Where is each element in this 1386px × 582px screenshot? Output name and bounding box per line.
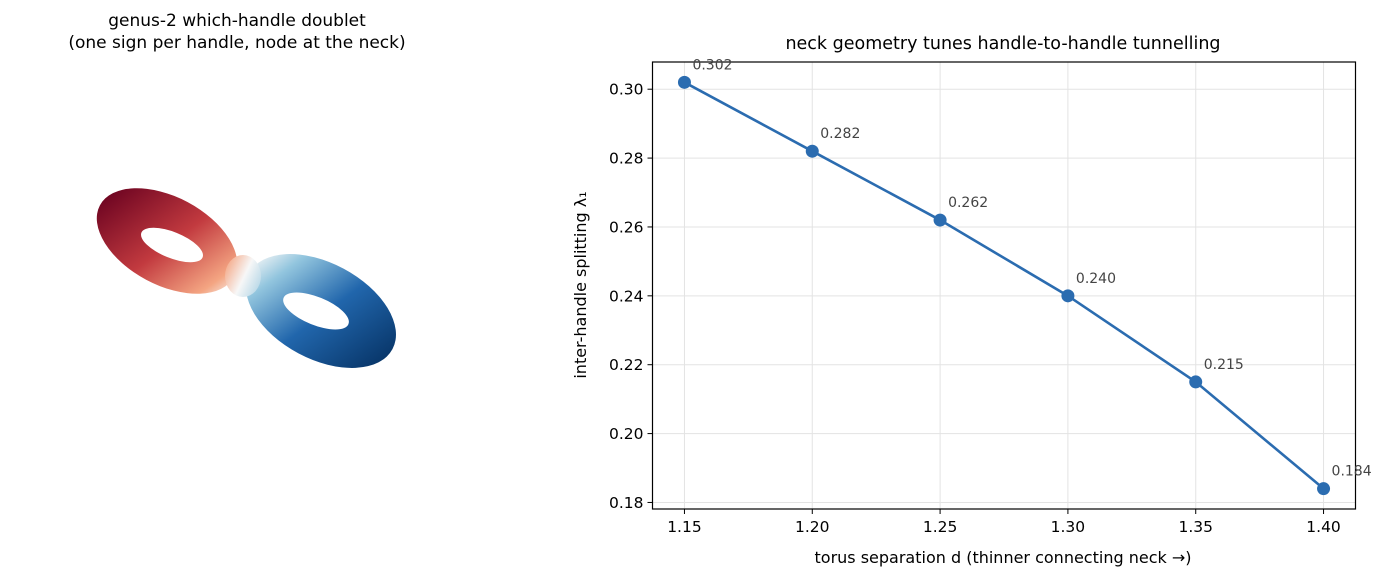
connecting-neck bbox=[225, 255, 261, 297]
chart-title: neck geometry tunes handle-to-handle tun… bbox=[785, 34, 1220, 54]
data-label: 0.184 bbox=[1332, 464, 1372, 480]
data-label: 0.262 bbox=[948, 195, 988, 211]
data-labels: 0.302 0.282 0.262 0.240 0.215 0.184 bbox=[692, 57, 1371, 479]
data-label: 0.282 bbox=[820, 126, 860, 142]
data-label: 0.240 bbox=[1076, 271, 1116, 287]
x-tick-label: 1.25 bbox=[923, 518, 958, 536]
y-tick-label: 0.24 bbox=[609, 287, 644, 305]
torus-panel: genus-2 which-handle doublet (one sign p… bbox=[0, 0, 560, 582]
y-tick-label: 0.30 bbox=[609, 81, 644, 99]
right-handle-torus bbox=[246, 254, 396, 368]
data-point bbox=[933, 213, 947, 227]
data-point bbox=[1189, 375, 1203, 389]
data-point bbox=[677, 75, 691, 89]
y-tick-label: 0.20 bbox=[609, 425, 644, 443]
data-label: 0.215 bbox=[1204, 357, 1244, 373]
data-point bbox=[805, 144, 819, 158]
genus-2-surface bbox=[96, 188, 396, 368]
y-axis: 0.18 0.20 0.22 0.24 0.26 0.28 0.30 bbox=[609, 81, 653, 512]
y-tick-label: 0.18 bbox=[609, 494, 644, 512]
x-axis: 1.15 1.20 1.25 1.30 1.35 1.40 bbox=[667, 509, 1341, 536]
x-tick-label: 1.15 bbox=[667, 518, 702, 536]
x-tick-label: 1.20 bbox=[795, 518, 830, 536]
torus-title-line-2: (one sign per handle, node at the neck) bbox=[68, 33, 406, 53]
chart-grid bbox=[652, 62, 1356, 509]
y-axis-label: inter-handle splitting λ₁ bbox=[571, 191, 590, 378]
data-point bbox=[1317, 482, 1331, 496]
x-tick-label: 1.40 bbox=[1306, 518, 1341, 536]
y-tick-label: 0.28 bbox=[609, 150, 644, 168]
y-tick-label: 0.22 bbox=[609, 356, 644, 374]
left-handle-torus bbox=[96, 188, 238, 294]
data-point bbox=[1061, 289, 1075, 303]
plot-area-frame bbox=[651, 61, 1357, 510]
torus-title-line-1: genus-2 which-handle doublet bbox=[108, 11, 366, 31]
x-tick-label: 1.30 bbox=[1051, 518, 1086, 536]
x-tick-label: 1.35 bbox=[1178, 518, 1213, 536]
data-points bbox=[677, 75, 1331, 496]
x-axis-label: torus separation d (thinner connecting n… bbox=[815, 548, 1192, 567]
series-line bbox=[683, 81, 1325, 490]
data-label: 0.302 bbox=[692, 57, 732, 73]
y-tick-label: 0.26 bbox=[609, 218, 644, 236]
